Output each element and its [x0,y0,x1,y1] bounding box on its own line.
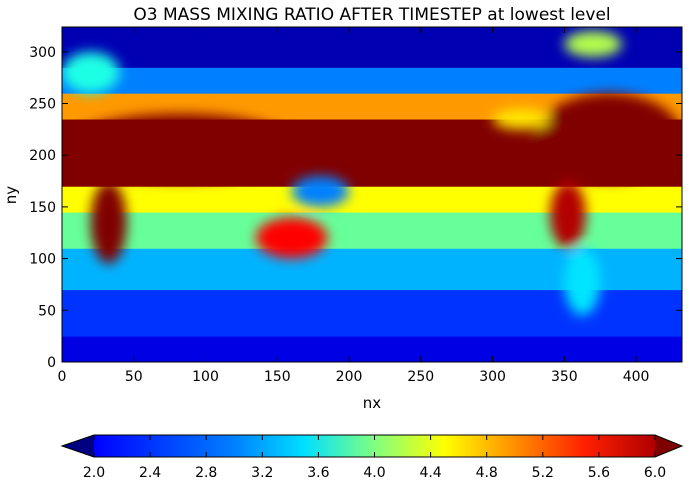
value-band-0 [62,336,682,362]
colorbar-tick-label: 2.0 [83,465,105,481]
colorbar-tick-label: 2.4 [139,465,161,481]
x-axis-label: nx [363,394,382,412]
value-region-0 [62,113,299,182]
y-tick-label: 0 [47,355,56,371]
colorbar-gradient [94,435,655,457]
value-region-6 [564,248,601,316]
x-tick-label: 250 [407,369,434,385]
x-tick-label: 150 [264,369,291,385]
value-region-2 [255,217,328,259]
colorbar-tick-label: 3.2 [251,465,273,481]
x-tick-label: 400 [623,369,650,385]
y-tick-label: 200 [29,148,56,164]
value-region-8 [564,31,622,57]
value-region-4 [535,93,682,182]
colorbar-tick-label: 3.6 [307,465,329,481]
value-region-3 [291,175,350,207]
y-axis-ticks: 0 50 100 150 200 250 300 [29,45,682,371]
x-axis-ticks: 0 50 100 150 200 250 300 350 400 [58,27,650,385]
heatmap-field [62,27,682,362]
y-tick-label: 150 [29,200,56,216]
value-band-4 [62,186,682,213]
value-region-7 [492,108,550,130]
x-tick-label: 100 [192,369,219,385]
x-tick-label: 300 [479,369,506,385]
value-band-3 [62,212,682,249]
y-tick-label: 250 [29,97,56,113]
value-band-7 [62,67,682,94]
value-region-5 [549,181,586,249]
y-tick-label: 100 [29,252,56,268]
plot-frame [61,26,683,363]
value-region-1 [90,181,127,264]
colorbar-high-extend [655,435,682,457]
value-features [62,31,682,316]
colorbar-low-extend [62,435,94,457]
colorbar-tick-label: 4.4 [419,465,441,481]
y-tick-label: 50 [38,303,56,319]
colorbar-tick-label: 6.0 [644,465,666,481]
x-tick-label: 200 [336,369,363,385]
y-axis-label: ny [2,186,20,205]
x-tick-label: 350 [551,369,578,385]
y-tick-label: 300 [29,45,56,61]
x-tick-label: 0 [58,369,67,385]
colorbar: 2.0 2.4 2.8 3.2 3.6 4.0 4.4 4.8 5.2 5.6 6.0 [60,434,684,481]
value-region-9 [62,51,120,94]
x-tick-label: 50 [125,369,143,385]
chart-title: O3 MASS MIXING RATIO AFTER TIMESTEP at l… [133,5,610,25]
colorbar-tick-label: 2.8 [195,465,217,481]
colorbar-tick-label: 5.6 [588,465,610,481]
colorbar-tick-label: 4.8 [476,465,498,481]
colorbar-ticks: 2.0 2.4 2.8 3.2 3.6 4.0 4.4 4.8 5.2 5.6 6.0 [83,435,666,481]
colorbar-tick-label: 5.2 [532,465,554,481]
colorbar-tick-label: 4.0 [363,465,385,481]
